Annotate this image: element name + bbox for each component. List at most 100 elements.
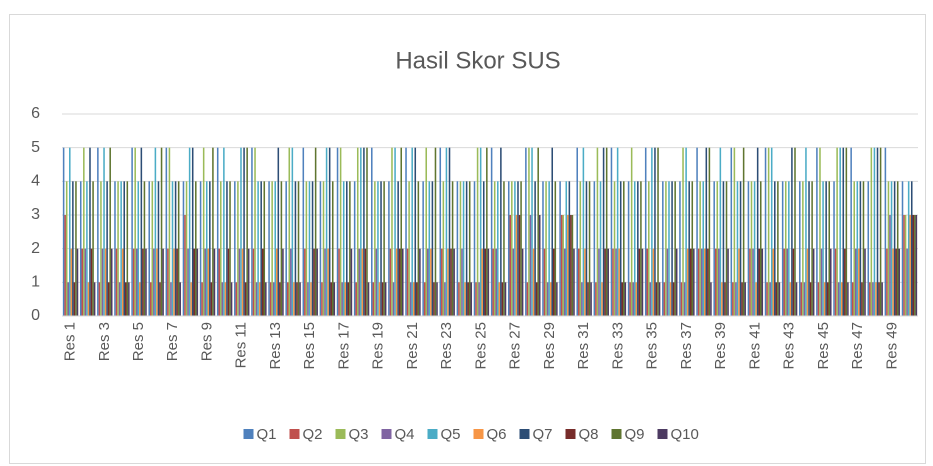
bar [512, 248, 515, 316]
bar [662, 181, 664, 316]
x-tick-label: Res 19 [370, 322, 387, 370]
x-tick-label: Res 29 [541, 322, 558, 370]
bar [635, 282, 638, 316]
bar [456, 181, 459, 316]
bar [110, 248, 113, 316]
bar [268, 181, 270, 316]
legend-label: Q7 [533, 426, 553, 443]
bar [331, 181, 334, 316]
bar [713, 181, 715, 316]
bar [291, 147, 294, 316]
bar [839, 147, 841, 316]
bar [735, 282, 737, 316]
y-tick-label: 3 [31, 206, 40, 223]
bar [364, 248, 367, 316]
bar [862, 181, 865, 316]
bar [581, 282, 583, 316]
x-tick-label: Res 33 [609, 322, 626, 370]
bar [243, 147, 245, 316]
bar [875, 282, 877, 316]
bar [135, 248, 138, 316]
bar [444, 282, 446, 316]
bar [254, 147, 256, 316]
bar [328, 147, 331, 316]
bar [546, 282, 549, 316]
bar [710, 282, 712, 316]
bar [733, 147, 736, 316]
bar [145, 248, 147, 316]
bar [467, 282, 469, 316]
bar [302, 147, 305, 316]
bar [361, 248, 364, 316]
bar [702, 181, 704, 316]
bar [632, 282, 634, 316]
bar [562, 215, 564, 316]
bar [241, 248, 244, 316]
bar [532, 248, 535, 316]
bar [174, 181, 177, 316]
bar [599, 181, 602, 316]
bar [850, 147, 852, 316]
bar [190, 282, 192, 316]
bar [618, 248, 620, 316]
bar [766, 282, 768, 316]
bar [462, 181, 465, 316]
bar [213, 248, 216, 316]
bar [240, 147, 242, 316]
bar [633, 181, 636, 316]
bar [411, 147, 413, 316]
legend-label: Q1 [257, 426, 277, 443]
bar [69, 147, 71, 316]
bar [377, 181, 379, 316]
bar [417, 181, 420, 316]
bar [526, 282, 529, 316]
bar [741, 282, 743, 316]
bar [775, 282, 778, 316]
x-tick-label: Res 3 [96, 322, 113, 361]
bar [856, 181, 859, 316]
bar [366, 147, 368, 316]
bar [542, 181, 544, 316]
bar [903, 215, 905, 316]
bar [493, 181, 496, 316]
bar [716, 181, 719, 316]
bar [830, 248, 832, 316]
bar [185, 181, 188, 316]
bar [696, 147, 698, 316]
bar [714, 248, 717, 316]
bar [193, 248, 196, 316]
bar [704, 248, 706, 316]
bar [514, 181, 516, 316]
bar [62, 147, 65, 316]
bar [372, 282, 375, 316]
bar [783, 248, 785, 316]
bar [538, 215, 541, 316]
bar [515, 215, 518, 316]
bar [479, 147, 482, 316]
bar [117, 181, 119, 316]
bar [67, 282, 70, 316]
bar [162, 248, 164, 316]
x-tick-label: Res 31 [575, 322, 592, 370]
bar [210, 282, 213, 316]
bar [724, 282, 726, 316]
bar [805, 147, 807, 316]
bar [511, 181, 513, 316]
bar [156, 248, 158, 316]
bar [451, 181, 454, 316]
bar [83, 147, 85, 316]
bar [697, 248, 700, 316]
bar [794, 147, 796, 316]
bar [125, 282, 127, 316]
bar [106, 181, 108, 316]
bar [380, 181, 382, 316]
bar [786, 248, 789, 316]
bar [308, 181, 311, 316]
bar [756, 147, 759, 316]
bar [893, 181, 896, 316]
bar [274, 181, 276, 316]
bar [602, 147, 605, 316]
bar [353, 181, 356, 316]
bar [612, 248, 614, 316]
bar [619, 181, 622, 316]
